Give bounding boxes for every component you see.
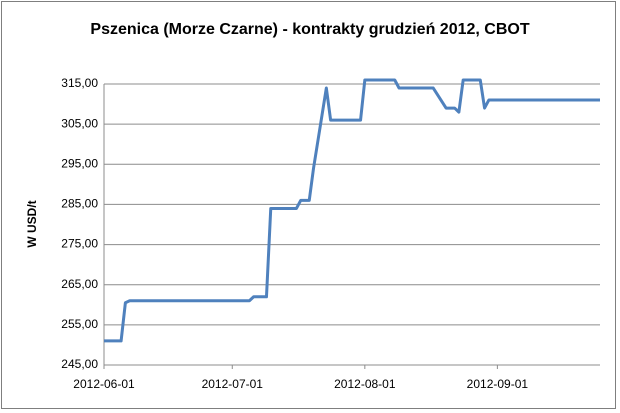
y-tick-label: 265,00 [61, 277, 98, 291]
y-axis-label: W USD/t [25, 200, 39, 247]
y-tick-label: 245,00 [61, 357, 98, 371]
y-tick-label: 305,00 [61, 116, 98, 130]
x-tick-label: 2012-06-01 [73, 377, 135, 391]
data-line [104, 78, 600, 343]
y-tick-label: 275,00 [61, 237, 98, 251]
y-tick-label: 255,00 [61, 317, 98, 331]
x-tick-label: 2012-09-01 [467, 377, 529, 391]
chart-title: Pszenica (Morze Czarne) - kontrakty grud… [90, 21, 529, 38]
x-tick-label: 2012-07-01 [202, 377, 264, 391]
y-tick-label: 315,00 [61, 76, 98, 90]
y-tick-label: 295,00 [61, 156, 98, 170]
x-tick-label: 2012-08-01 [334, 377, 396, 391]
y-tick-label: 285,00 [61, 197, 98, 211]
